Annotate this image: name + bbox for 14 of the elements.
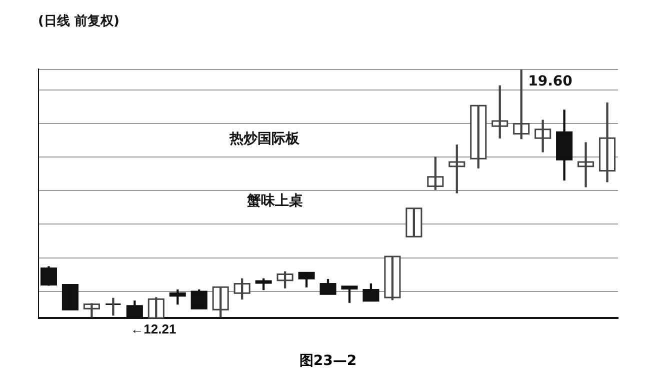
chart-title: (日线 前复权) xyxy=(38,14,120,30)
annotation: ←12.21 xyxy=(130,322,176,337)
candlestick xyxy=(406,208,422,238)
annotation: 19.60 xyxy=(528,74,573,90)
candlestick xyxy=(341,286,358,303)
candlestick xyxy=(148,297,164,319)
candlestick xyxy=(190,289,208,310)
candlestick xyxy=(255,278,272,290)
annotation: 蟹味上桌 xyxy=(246,192,303,209)
caption: 图23—2 xyxy=(298,352,358,370)
candlestick xyxy=(298,272,315,288)
annotation: 热炒国际板 xyxy=(228,130,300,147)
candlestick xyxy=(320,279,336,295)
candlestick xyxy=(62,284,78,310)
